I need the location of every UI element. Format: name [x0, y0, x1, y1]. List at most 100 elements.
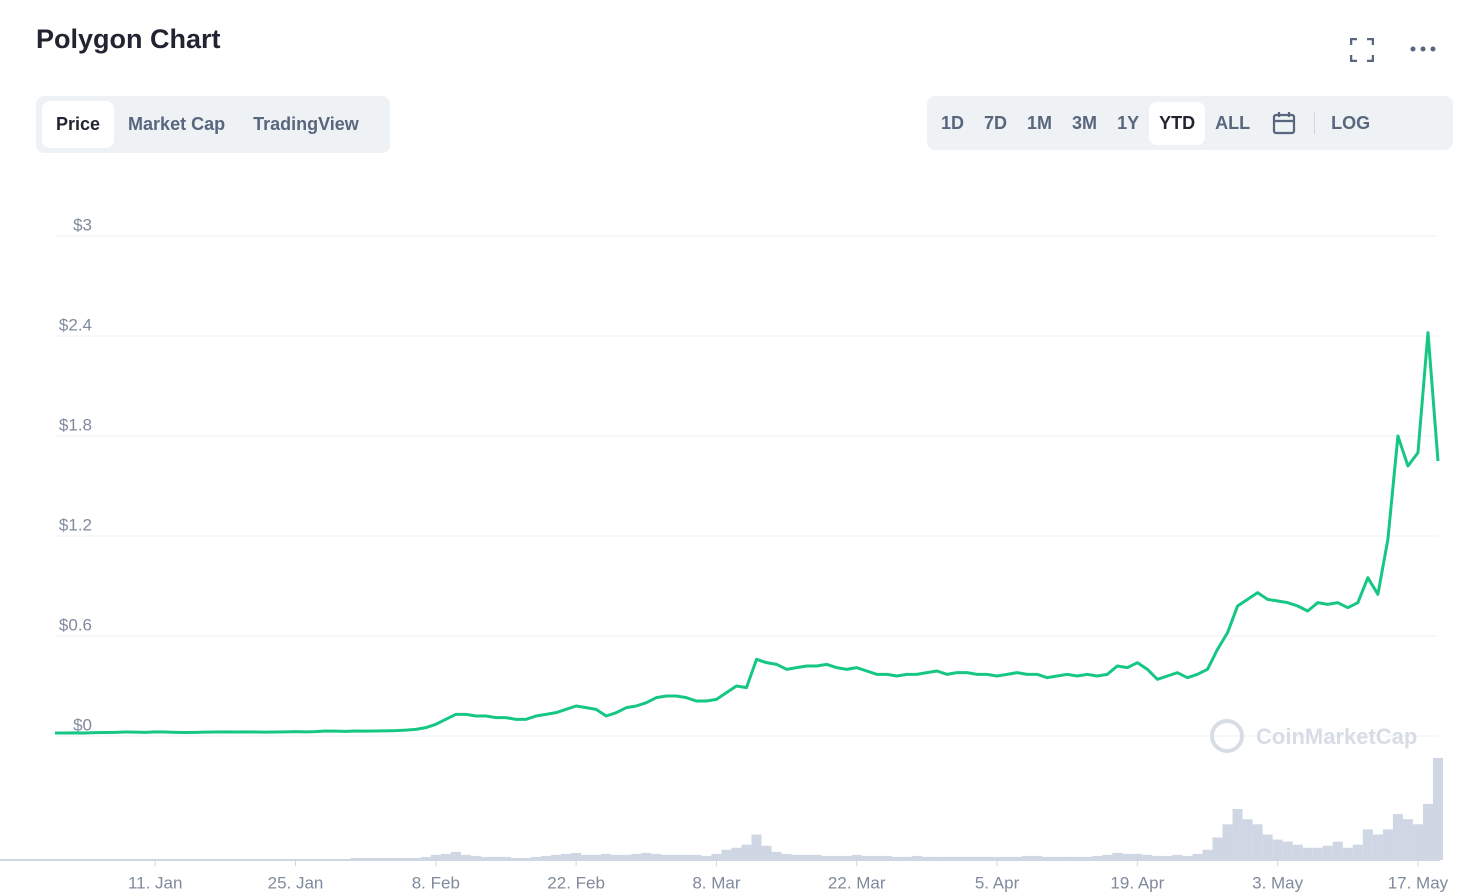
volume-bar: [1012, 856, 1023, 860]
volume-bar: [1032, 855, 1043, 860]
volume-bar: [80, 858, 91, 860]
calendar-button[interactable]: [1260, 103, 1308, 144]
volume-bar: [1302, 847, 1313, 860]
volume-bar: [70, 858, 81, 860]
range-button[interactable]: 1D: [941, 112, 965, 133]
price-line: [55, 331, 1440, 735]
volume-bar: [1212, 837, 1223, 860]
volume-bar: [1272, 839, 1283, 860]
volume-bar: [661, 854, 672, 860]
volume-bar: [260, 858, 271, 860]
log-button[interactable]: LOG: [1331, 112, 1371, 133]
volume-bar: [921, 856, 932, 860]
volume-bar: [801, 854, 812, 860]
range-button[interactable]: 3M: [1072, 112, 1098, 133]
volume-bar: [992, 856, 1003, 860]
range-button[interactable]: 1M: [1027, 112, 1053, 133]
volume-bar: [771, 851, 782, 860]
volume-bar: [601, 853, 612, 860]
volume-bar: [340, 858, 351, 860]
y-tick-label: $1.8: [59, 415, 92, 434]
tab[interactable]: Price: [42, 101, 115, 148]
volume-bar: [410, 857, 421, 860]
volume-bar: [420, 856, 431, 860]
volume-bar: [821, 855, 832, 860]
volume-bar: [591, 854, 602, 860]
volume-bar: [300, 858, 311, 860]
volume-bar: [160, 858, 171, 860]
range-button[interactable]: YTD: [1149, 101, 1206, 145]
volume-bar: [49, 858, 61, 860]
volume-bar: [1092, 855, 1103, 860]
x-tick-label: 19. Apr: [1110, 873, 1164, 892]
volume-bar: [651, 853, 662, 860]
volume-bar: [1222, 824, 1233, 860]
volume-bar: [951, 856, 962, 860]
tab[interactable]: Market Cap: [128, 114, 226, 134]
volume-bar: [250, 858, 261, 860]
range-button[interactable]: ALL: [1215, 112, 1251, 133]
range-button[interactable]: 7D: [984, 112, 1008, 133]
volume-bar: [210, 858, 221, 860]
watermark-logo: [1210, 719, 1244, 753]
range-button[interactable]: 1Y: [1117, 112, 1140, 133]
volume-bar: [1002, 856, 1013, 860]
volume-bar: [1322, 845, 1333, 860]
volume-bar: [731, 847, 742, 860]
volume-bar: [1022, 855, 1033, 860]
volume-bar: [1352, 844, 1363, 860]
x-tick-label: 8. Mar: [692, 873, 741, 892]
volume-bar: [230, 858, 241, 860]
volume-bar: [911, 855, 922, 860]
volume-bar: [120, 858, 131, 860]
volume-bar: [320, 858, 331, 860]
volume-bar: [1252, 824, 1263, 860]
volume-bar: [500, 856, 511, 860]
volume-bar: [751, 834, 762, 860]
volume-bar: [450, 851, 461, 860]
volume-bar: [811, 854, 822, 860]
volume-bar: [941, 856, 952, 860]
volume-bar: [390, 857, 401, 860]
volume-bar: [1202, 849, 1213, 860]
volume-bar: [621, 854, 632, 860]
volume-bar: [1162, 855, 1173, 860]
volume-bar: [1102, 854, 1113, 860]
volume-bar: [1312, 847, 1323, 860]
volume-bar: [220, 858, 231, 860]
volume-bar: [681, 854, 692, 860]
tab[interactable]: TradingView: [253, 114, 359, 134]
volume-bar: [490, 856, 501, 860]
volume-bar: [1052, 856, 1063, 860]
volume-bar: [631, 853, 642, 860]
volume-bar: [711, 853, 722, 860]
volume-bar: [1372, 834, 1383, 860]
volume-bar: [380, 857, 391, 860]
volume-bar: [1072, 856, 1083, 860]
volume-bar: [510, 857, 522, 860]
volume-bar: [1412, 824, 1423, 860]
volume-bar: [330, 858, 341, 860]
x-tick-label: 5. Apr: [975, 873, 1020, 892]
x-tick-label: 8. Feb: [412, 873, 460, 892]
volume-bar: [561, 853, 572, 860]
more-icon[interactable]: [1410, 44, 1436, 54]
volume-bar: [891, 856, 902, 860]
volume-bar: [1402, 819, 1413, 860]
volume-bar: [90, 858, 101, 860]
volume-bar: [60, 858, 71, 860]
volume-bar: [931, 856, 942, 860]
watermark: CoinMarketCap: [1256, 724, 1417, 749]
volume-bar: [460, 854, 471, 860]
fullscreen-icon[interactable]: [1350, 38, 1374, 62]
volume-bar: [310, 858, 321, 860]
volume-bar: [190, 858, 201, 860]
volume-bar: [1152, 855, 1163, 860]
x-tick-label: 11. Jan: [128, 873, 183, 892]
volume-bar: [1392, 814, 1403, 860]
volume-bar: [1292, 844, 1303, 860]
y-tick-label: $3: [73, 215, 92, 234]
volume-bar: [430, 854, 441, 860]
volume-bar: [871, 855, 882, 860]
